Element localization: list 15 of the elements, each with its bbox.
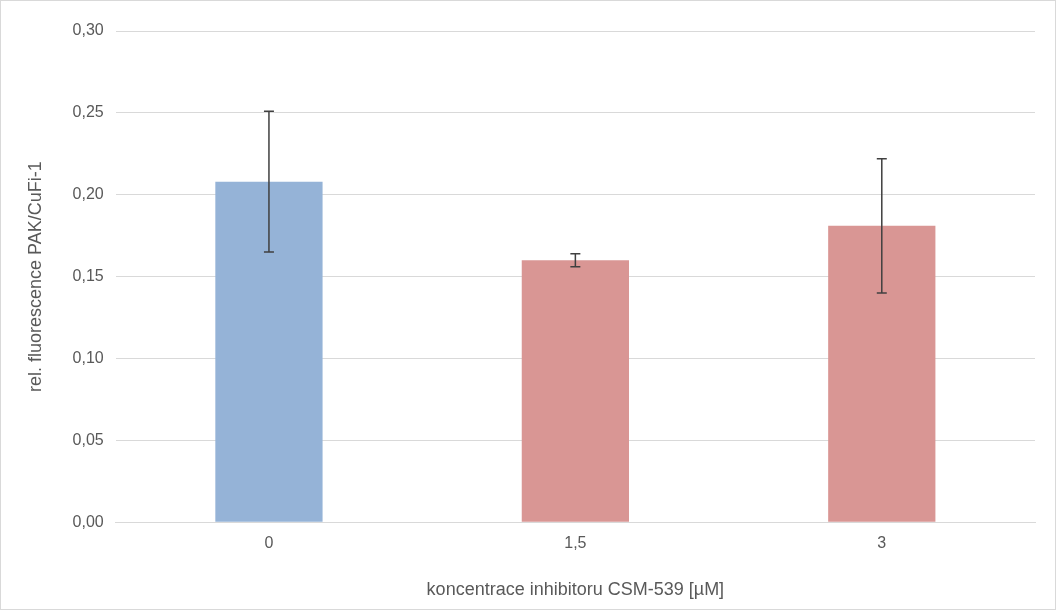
x-tick-label: 3 xyxy=(877,534,887,552)
y-tick-label: 0,05 xyxy=(72,430,104,448)
x-tick-label: 1,5 xyxy=(564,534,587,552)
y-tick-label: 0,25 xyxy=(72,103,104,121)
y-axis-title: rel. fluorescence PAK/CuFi-1 xyxy=(24,161,45,392)
y-tick-label: 0,10 xyxy=(72,348,104,366)
y-tick-label: 0,15 xyxy=(72,267,104,285)
bar xyxy=(215,181,323,522)
bar xyxy=(828,225,936,522)
y-tick-label: 0,20 xyxy=(72,185,104,203)
bar xyxy=(521,260,629,522)
y-tick-label: 0,00 xyxy=(72,512,104,530)
y-tick-label: 0,30 xyxy=(72,21,104,39)
x-tick-label: 0 xyxy=(264,534,274,552)
x-axis-title: koncentrace inhibitoru CSM-539 [µM] xyxy=(426,579,725,600)
